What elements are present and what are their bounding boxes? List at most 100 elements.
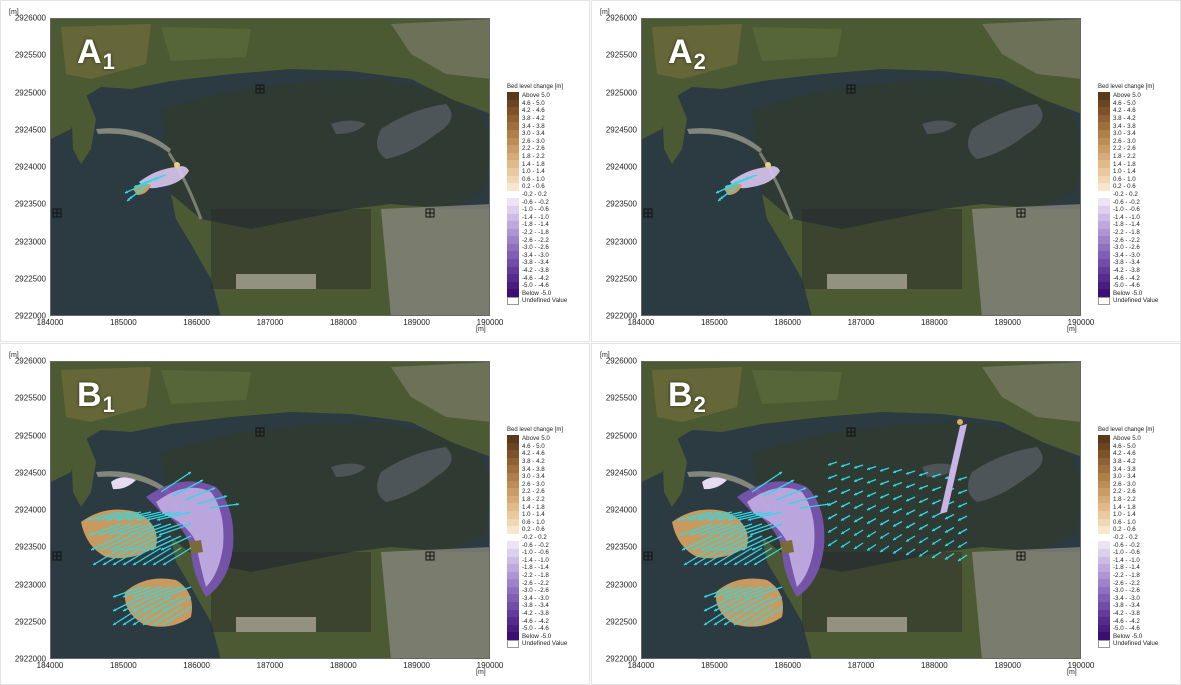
- legend-swatch: [507, 617, 519, 625]
- legend-label: -3.0 - -2.6: [1113, 244, 1140, 252]
- flow-vector-arrow: [719, 523, 753, 536]
- legend-label: Below -5.0: [1113, 632, 1143, 640]
- flow-vector-arrow: [90, 535, 122, 551]
- legend-swatch: [507, 228, 519, 237]
- legend-swatch: [1098, 571, 1110, 580]
- x-tick-label: 190000: [476, 318, 504, 327]
- flow-vector-arrow: [172, 479, 204, 497]
- legend-swatch: [1098, 228, 1110, 237]
- grid-marker-icon: [846, 427, 856, 437]
- legend-label: 2.2 - 2.6: [522, 145, 545, 153]
- legend-label: 3.0 - 3.4: [1113, 130, 1136, 138]
- legend-entry: 4.2 - 4.6: [507, 450, 585, 458]
- legend-label: 3.4 - 3.8: [522, 465, 545, 473]
- legend-label: 1.4 - 1.8: [522, 503, 545, 511]
- x-unit-label: [m]: [1067, 326, 1077, 333]
- legend-swatch: [507, 640, 519, 648]
- flow-vector-arrow: [787, 495, 819, 505]
- flow-vector-arrow: [132, 596, 162, 612]
- satellite-basemap: [642, 362, 1080, 658]
- legend-entry: 3.8 - 4.2: [507, 457, 585, 466]
- legend-entry: 3.0 - 3.4: [1098, 472, 1176, 481]
- flow-vector-arrow: [160, 471, 192, 493]
- x-tick-label: 189000: [403, 661, 431, 670]
- farm-fields: [652, 367, 742, 422]
- y-tick-label: 2924500: [14, 468, 46, 478]
- legend-label: -3.0 - -2.6: [522, 587, 549, 595]
- flow-vector-arrow: [931, 551, 942, 559]
- bed-level-legend: Bed level change [m] Above 5.0 4.6 - 5.0 4.…: [1098, 84, 1176, 305]
- flow-vector-arrow: [892, 468, 903, 474]
- legend-swatch: [1098, 624, 1110, 633]
- map-panel-a2: [m] [m] 2926000 2925500 2925000 2924500 292400…: [591, 0, 1181, 342]
- satellite-basemap: [642, 19, 1080, 315]
- legend-entry: Above 5.0: [1098, 435, 1176, 443]
- legend-swatch: [507, 281, 519, 290]
- legend-label: -4.2 - -3.8: [522, 266, 549, 274]
- flow-vector-arrow: [743, 547, 773, 566]
- legend-entry: Below -5.0: [1098, 289, 1176, 298]
- flow-vector-arrow: [112, 586, 142, 598]
- legend-swatch: [507, 632, 519, 641]
- legend-entry: 3.0 - 3.4: [1098, 129, 1176, 138]
- legend-entry: -3.8 - -3.4: [507, 259, 585, 267]
- y-tick-label: 2925000: [14, 431, 46, 440]
- legend-entry: -0.2 - 0.2: [1098, 190, 1176, 199]
- legend-swatch: [507, 175, 519, 184]
- flow-vector-arrow: [753, 586, 783, 598]
- legend-swatch: [507, 472, 519, 481]
- grid-marker-icon: [52, 208, 62, 218]
- legend-swatch: [507, 465, 519, 473]
- flow-vector-arrow: [944, 552, 955, 561]
- flow-vector-arrow: [931, 486, 942, 492]
- flow-vector-arrow: [729, 523, 763, 536]
- legend-label: -0.6 - -0.2: [522, 198, 549, 206]
- flow-vector-arrow: [879, 532, 890, 540]
- grid-marker-icon: [255, 427, 265, 437]
- flow-vector-arrow: [918, 471, 929, 477]
- erosion-zone: [156, 487, 224, 587]
- airstrip: [827, 274, 907, 289]
- flow-vector-arrow: [140, 535, 172, 551]
- flow-vector-arrow: [827, 474, 838, 480]
- x-tick-label: 187000: [847, 661, 875, 670]
- legend-swatch: [507, 160, 519, 168]
- flow-vector-arrow: [905, 535, 916, 543]
- y-tick-label: 2924000: [605, 162, 637, 172]
- legend-swatch: [507, 99, 519, 108]
- legend-swatch: [507, 243, 519, 252]
- y-tick-label: 2925000: [14, 88, 46, 97]
- flow-vector-arrow: [108, 523, 142, 536]
- flow-vector-arrow: [122, 586, 152, 598]
- flow-vector-arrow: [905, 496, 916, 502]
- flow-vector-arrow: [743, 596, 773, 612]
- legend-swatch: [507, 114, 519, 123]
- grid-marker-icon: [425, 551, 435, 561]
- flow-vector-arrow: [957, 489, 968, 495]
- legend-swatch: [507, 495, 519, 504]
- legend-entry: -0.6 - -0.2: [507, 198, 585, 206]
- legend-swatch: [507, 205, 519, 214]
- flow-vectors: [677, 471, 831, 626]
- flow-vector-arrow: [184, 487, 216, 501]
- legend-swatch: [1098, 122, 1110, 130]
- flow-vector-arrow: [153, 174, 167, 180]
- y-tick-label: 2923500: [605, 542, 637, 552]
- flow-vector-arrow: [743, 606, 773, 626]
- flow-vector-arrow: [879, 506, 890, 513]
- legend-swatch: [1098, 609, 1110, 618]
- bed-level-legend: Bed level change [m] Above 5.0 4.6 - 5.0 4.…: [1098, 427, 1176, 648]
- legend-entry: 3.4 - 3.8: [1098, 122, 1176, 130]
- flow-vector-arrow: [879, 467, 890, 472]
- y-tick-label: 2924000: [14, 505, 46, 515]
- panel-label-subscript: 2: [693, 392, 707, 417]
- legend-label: 3.0 - 3.4: [522, 130, 545, 138]
- legend-label: -4.6 - -4.2: [1113, 617, 1140, 625]
- sand-spit: [687, 128, 762, 153]
- flow-vector-arrow: [763, 479, 795, 497]
- legend-swatch: [507, 435, 519, 443]
- x-tick-label: 189000: [403, 318, 431, 327]
- legend-label: 1.8 - 2.2: [522, 496, 545, 504]
- legend-swatch: [1098, 205, 1110, 214]
- flow-vector-arrow: [853, 464, 864, 469]
